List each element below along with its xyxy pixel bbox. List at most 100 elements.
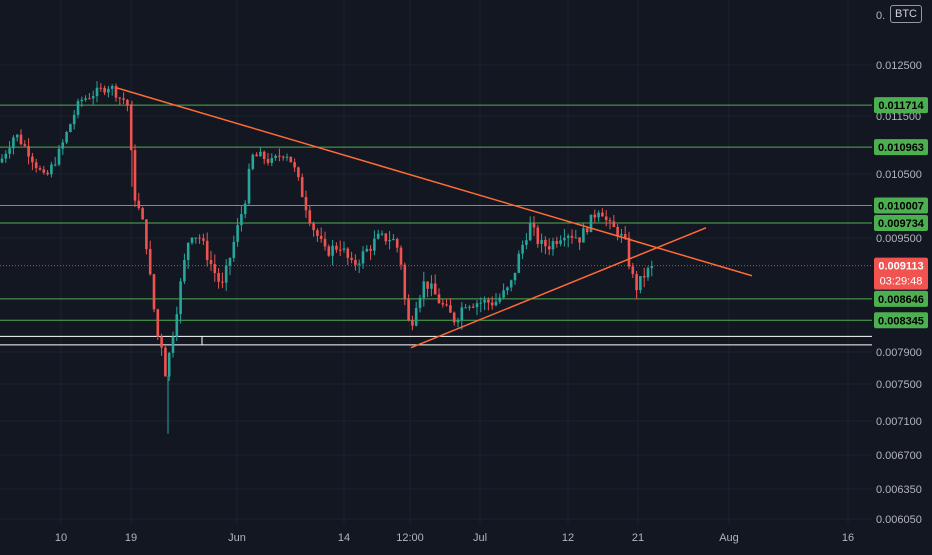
candle-body <box>152 274 156 310</box>
candle-body <box>456 320 460 323</box>
time-axis-tick-label: 14 <box>338 532 350 544</box>
candle-body <box>221 281 224 283</box>
candle-body <box>118 97 122 99</box>
candle-body <box>399 247 403 265</box>
candle-body <box>445 304 448 306</box>
candle-body <box>300 177 304 198</box>
candle-body <box>171 336 175 353</box>
price-axis-tick-label: 0.007500 <box>876 379 922 391</box>
candle-body <box>186 242 190 261</box>
trendline[interactable] <box>410 227 707 349</box>
candle-body <box>278 155 281 157</box>
currency-badge[interactable]: BTC <box>890 5 922 23</box>
time-axis-tick-label: 10 <box>55 532 67 544</box>
candle-body <box>148 249 152 275</box>
candle-body <box>99 87 103 89</box>
candle-body <box>650 266 654 269</box>
candle-body <box>620 234 623 236</box>
candle-body <box>422 281 426 298</box>
candle-body <box>38 168 42 170</box>
candle-body <box>513 272 517 281</box>
candle-body <box>479 302 483 304</box>
candle-body <box>228 257 232 266</box>
time-axis-tick-label: 12:00 <box>396 532 424 544</box>
candle-body <box>517 253 521 273</box>
price-axis-tick-label: 0.006050 <box>876 514 922 526</box>
candle-body <box>209 259 213 265</box>
price-axis-tick-label: 0.007900 <box>876 347 922 359</box>
candle-body <box>331 245 334 256</box>
last-price-label: 0.009113 <box>878 261 923 273</box>
candle-body <box>88 98 91 100</box>
candle-body <box>373 238 376 251</box>
candle-body <box>110 86 114 89</box>
level-price-label: 0.009734 <box>878 218 925 230</box>
candle-body <box>418 297 422 309</box>
candle-body <box>160 336 163 348</box>
candle-body <box>525 240 528 245</box>
candle-body <box>452 312 456 323</box>
candle-body <box>145 219 148 250</box>
candle-body <box>179 281 182 315</box>
time-axis-tick-label: Aug <box>719 532 739 544</box>
candle-body <box>544 239 547 247</box>
candle-body <box>566 235 570 238</box>
candle-body <box>593 214 597 218</box>
candle-body <box>190 237 194 243</box>
candle-body <box>156 309 160 337</box>
candle-body <box>483 299 486 303</box>
candle-body <box>639 276 642 291</box>
candle-body <box>129 105 133 151</box>
candle-body <box>103 87 106 93</box>
trendline[interactable] <box>116 87 753 277</box>
candle-body <box>395 239 399 248</box>
candle-body <box>285 156 289 158</box>
candle-body <box>342 248 346 250</box>
level-price-label-bg <box>874 139 928 156</box>
candle-body <box>437 294 441 304</box>
level-price-label-bg <box>874 215 928 232</box>
candle-body <box>627 237 631 267</box>
candle-body <box>464 307 467 309</box>
candle-body <box>259 151 262 157</box>
candle-body <box>319 235 323 239</box>
candle-body <box>475 303 479 308</box>
candle-body <box>126 99 129 106</box>
candle-body <box>164 347 167 377</box>
candle-body <box>50 164 53 175</box>
level-price-label: 0.010007 <box>878 201 924 213</box>
candle-body <box>34 162 38 169</box>
price-axis-tick-label: 0.011500 <box>876 111 921 123</box>
candle-body <box>532 223 536 228</box>
candle-body <box>247 168 251 204</box>
level-price-label: 0.008345 <box>878 315 924 327</box>
candle-body <box>411 320 414 326</box>
candle-body <box>540 239 543 244</box>
candle-body <box>433 283 437 295</box>
candle-body <box>289 156 293 163</box>
price-axis-tick-label: 0.012500 <box>876 60 922 72</box>
price-axis-tick-label: 0.007100 <box>876 416 922 428</box>
candle-body <box>293 162 296 168</box>
candle-body <box>350 257 353 260</box>
candle-body <box>12 137 15 149</box>
price-axis-tick-label: 0.009500 <box>876 233 922 245</box>
candle-body <box>266 159 270 163</box>
candle-body <box>494 301 498 306</box>
time-axis-background[interactable] <box>0 524 872 550</box>
level-price-label-bg <box>874 312 928 329</box>
candle-body <box>69 124 72 132</box>
candle-body <box>509 280 513 288</box>
price-axis-tick-label: 0.006700 <box>876 450 922 462</box>
candle-body <box>388 239 391 242</box>
last-price-countdown: 03:29:48 <box>880 276 923 288</box>
candle-body <box>236 225 239 242</box>
candle-body <box>392 239 395 241</box>
time-axis-tick-label: Jun <box>228 532 246 544</box>
candle-body <box>304 197 308 211</box>
candle-body <box>167 352 171 377</box>
candle-body <box>441 303 445 305</box>
candle-body <box>563 237 566 241</box>
